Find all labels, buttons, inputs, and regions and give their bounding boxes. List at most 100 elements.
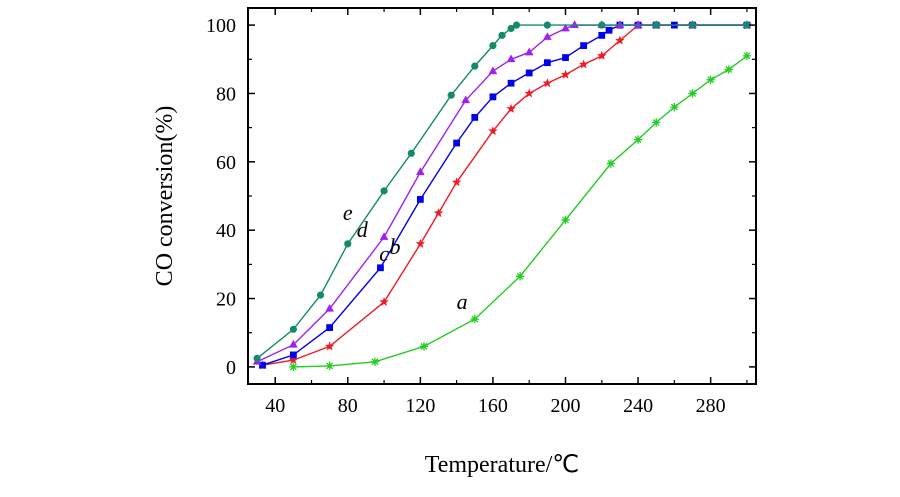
point-a-10 [670,102,679,112]
y-tick-label-60: 60 [216,152,236,174]
point-b-8 [506,103,516,113]
point-a-12 [706,75,715,84]
x-tick-label-40: 40 [265,395,285,417]
plot-frame [247,7,757,385]
series-a [289,51,752,372]
point-d-8 [524,47,534,56]
point-c-5 [453,139,461,147]
point-d-6 [488,66,498,75]
point-a-2 [370,357,380,366]
x-tick-label-120: 120 [405,395,435,417]
point-d-1 [289,339,298,348]
x-tick-label-160: 160 [478,395,508,417]
point-b-1 [288,355,299,365]
point-e-5 [407,149,415,157]
point-e-6 [447,91,455,99]
y-tick-label-0: 0 [226,357,236,379]
point-e-1 [289,325,297,333]
point-a-7 [606,159,616,168]
point-b-11 [560,69,571,79]
point-d-14 [633,20,643,28]
point-c-0 [259,361,266,369]
point-a-0 [289,362,298,372]
point-e-0 [253,354,261,362]
x-tick-label-80: 80 [338,395,358,417]
point-d-10 [561,23,570,32]
y-axis-title: CO conversion(%) [152,106,178,287]
curve-label-a: a [457,289,468,314]
point-d-11 [570,20,579,28]
curve-label-d: d [357,217,369,242]
y-tick-label-100: 100 [206,15,236,37]
x-tick-label-280: 280 [696,395,726,417]
point-c-11 [562,54,569,61]
series-line-b [262,24,747,366]
point-c-13 [598,31,606,39]
point-d-13 [615,20,625,28]
point-e-11 [512,21,521,29]
series-b [257,20,752,370]
ticks-layer: 40 80 120 160 200 240 280 0 20 40 60 80 100 [206,8,756,417]
point-a-8 [633,135,643,144]
point-a-13 [724,65,733,74]
point-b-14 [615,35,625,45]
point-e-8 [489,42,497,50]
point-b-7 [488,126,498,136]
point-e-12 [543,21,551,29]
point-c-10 [543,59,551,67]
point-e-16 [743,21,751,29]
point-e-4 [380,187,388,195]
point-e-13 [598,21,606,29]
point-a-1 [325,361,334,371]
series-d [252,20,752,365]
point-d-7 [506,54,516,63]
point-c-4 [416,196,424,203]
point-c-14 [605,26,613,34]
point-d-2 [325,304,334,312]
series-c [259,21,751,369]
point-b-2 [324,341,335,351]
point-d-3 [379,232,389,240]
point-c-9 [525,69,533,77]
y-tick-label-40: 40 [216,220,236,242]
point-b-3 [379,296,389,307]
point-b-5 [433,208,444,218]
point-d-5 [461,95,471,104]
point-c-12 [580,42,588,49]
point-e-2 [316,291,325,299]
point-c-1 [289,351,297,359]
point-e-14 [652,21,660,29]
point-e-9 [498,31,506,39]
x-tick-label-240: 240 [623,395,653,417]
point-b-12 [578,59,589,69]
point-c-8 [507,79,515,87]
point-c-2 [326,324,334,331]
point-d-9 [543,32,552,40]
curve-label-c: c [379,241,389,266]
point-a-11 [688,89,697,98]
series-layer [252,20,752,372]
point-a-9 [652,118,661,127]
point-e-3 [344,240,352,248]
point-a-3 [419,342,429,351]
point-b-9 [524,88,534,98]
point-e-15 [688,21,697,29]
point-a-14 [742,51,752,61]
y-tick-label-20: 20 [216,289,236,311]
series-line-c [262,24,747,366]
point-b-10 [542,78,553,88]
point-c-3 [377,264,384,272]
point-b-4 [415,238,426,248]
point-d-4 [416,167,425,175]
point-b-6 [451,177,462,187]
x-axis-title: Temperature/℃ [425,452,580,478]
point-e-10 [507,24,515,33]
point-a-5 [515,272,525,281]
series-e [253,21,751,362]
point-a-6 [561,215,570,225]
point-e-7 [471,62,479,70]
point-a-4 [470,314,479,324]
y-tick-label-80: 80 [216,83,236,105]
